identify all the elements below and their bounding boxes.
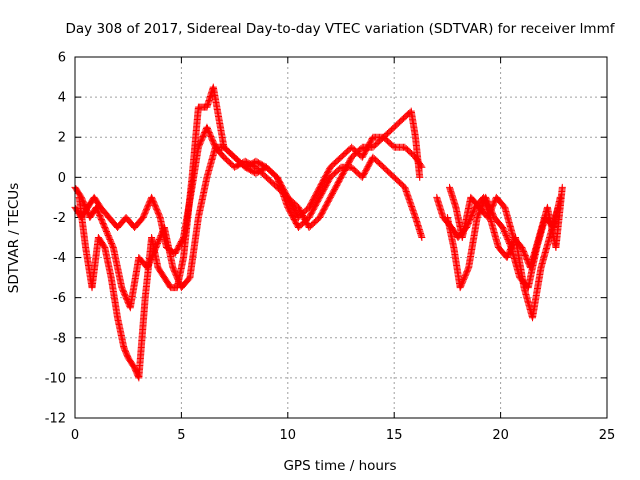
- y-tick-label: -2: [53, 211, 66, 226]
- x-tick-label: 10: [280, 428, 297, 443]
- y-tick-label: 0: [58, 171, 66, 186]
- x-tick-label: 15: [386, 428, 403, 443]
- chart-title: Day 308 of 2017, Sidereal Day-to-day VTE…: [66, 21, 616, 37]
- plot-frame: [74, 56, 608, 419]
- data-points: [71, 83, 566, 382]
- data-point: [416, 173, 424, 181]
- y-tick-label: -6: [53, 291, 66, 306]
- y-tick-label: -12: [45, 412, 66, 427]
- y-axis-label: SDTVAR / TECUs: [6, 183, 22, 293]
- y-tick-label: 4: [58, 91, 66, 106]
- data-point: [418, 234, 426, 241]
- data-point: [417, 162, 425, 170]
- axis-ticks: 0 5 10 15 20 25 -12 -10 -8 -6 -4 -2 0 2 4 6: [45, 51, 616, 444]
- y-tick-label: -8: [53, 331, 66, 346]
- x-axis-label: GPS time / hours: [283, 458, 396, 474]
- y-tick-label: -4: [53, 251, 66, 266]
- data-point: [418, 163, 426, 171]
- y-tick-label: 6: [58, 51, 66, 66]
- x-tick-label: 0: [71, 428, 79, 443]
- y-tick-label: 2: [58, 131, 66, 146]
- x-tick-label: 5: [177, 428, 185, 443]
- x-tick-label: 25: [599, 428, 616, 443]
- x-tick-label: 20: [492, 428, 509, 443]
- y-tick-label: -10: [45, 371, 66, 386]
- data-point: [558, 183, 566, 191]
